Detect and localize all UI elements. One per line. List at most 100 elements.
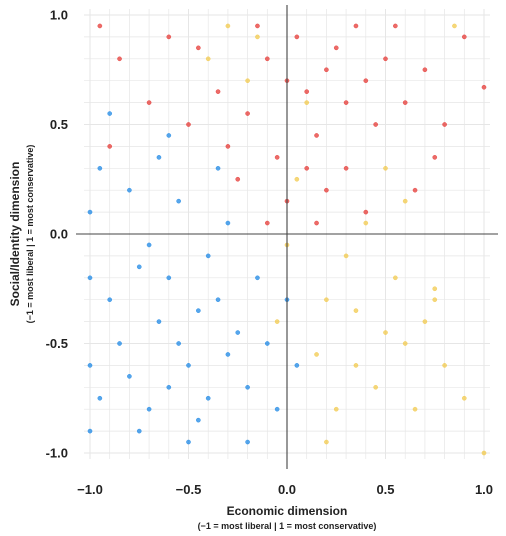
data-point [432, 286, 438, 292]
data-point [87, 363, 93, 368]
data-point [245, 439, 250, 445]
data-point [97, 23, 103, 29]
data-point [333, 45, 339, 51]
data-point [294, 363, 300, 368]
y-tick-label: 1.0 [50, 8, 68, 23]
data-point [412, 406, 418, 412]
y-tick-label: 0.5 [50, 117, 68, 132]
data-point [393, 275, 398, 281]
x-tick-label: 0.0 [278, 482, 296, 497]
data-point [363, 78, 369, 83]
data-point [333, 406, 339, 412]
data-point [402, 100, 408, 105]
x-tick-label: 0.5 [376, 482, 394, 497]
data-point [146, 242, 152, 248]
data-point [343, 165, 349, 171]
data-point [166, 133, 172, 138]
y-tick-label: -0.5 [46, 336, 68, 351]
data-point [264, 341, 270, 346]
x-axis-ticks: −1.0 −0.5 0.0 0.5 1.0 [77, 482, 493, 497]
x-tick-label: 1.0 [475, 482, 493, 497]
data-point [264, 220, 270, 226]
data-point [432, 297, 438, 303]
data-point [353, 23, 359, 29]
data-point [136, 264, 142, 270]
data-point [452, 23, 457, 29]
data-point [225, 144, 231, 149]
data-point [274, 319, 280, 324]
data-point [353, 308, 359, 313]
data-point [117, 341, 122, 346]
data-point [97, 395, 103, 401]
data-point [196, 45, 201, 51]
data-point [156, 155, 162, 160]
data-point [422, 319, 428, 324]
data-point [127, 374, 132, 379]
data-point [186, 363, 191, 368]
data-point [274, 406, 280, 412]
y-axis-ticks: 1.0 0.5 0.0 -0.5 -1.0 [46, 8, 68, 461]
data-point [255, 23, 260, 29]
data-point [412, 187, 418, 193]
data-point [294, 34, 300, 40]
data-point [225, 352, 231, 357]
data-point [373, 122, 378, 127]
data-point [245, 78, 250, 83]
data-point [225, 23, 231, 29]
data-point [176, 341, 181, 346]
data-point [196, 417, 201, 423]
data-point [186, 122, 191, 127]
data-point [383, 56, 388, 62]
data-point [245, 111, 250, 116]
data-point [461, 34, 467, 40]
data-point [461, 395, 467, 401]
data-point [97, 165, 103, 171]
data-point [196, 308, 201, 313]
data-point [117, 56, 122, 62]
data-point [87, 275, 93, 281]
data-point [324, 439, 329, 445]
data-point [314, 220, 319, 226]
data-point [324, 67, 329, 73]
data-point [432, 155, 438, 160]
data-point [383, 165, 388, 171]
data-point [353, 363, 359, 368]
data-point [314, 133, 319, 138]
data-point [127, 187, 132, 193]
data-point [422, 67, 428, 73]
x-tick-label: −0.5 [176, 482, 202, 497]
data-point [304, 89, 310, 94]
data-point [146, 406, 152, 412]
data-point [442, 363, 447, 368]
data-point [107, 297, 112, 303]
data-point [383, 330, 388, 335]
data-point [205, 395, 211, 401]
data-point [402, 341, 408, 346]
data-point [205, 253, 211, 259]
data-point [215, 165, 221, 171]
data-point [235, 176, 241, 182]
data-point [304, 100, 310, 105]
data-point [186, 439, 191, 445]
data-point [245, 384, 250, 390]
data-point [402, 198, 408, 204]
data-point [304, 165, 310, 171]
data-point [136, 428, 142, 434]
zero-lines [76, 5, 498, 469]
data-point [442, 122, 447, 127]
data-point [314, 352, 319, 357]
data-point [87, 428, 93, 434]
data-point [107, 111, 112, 116]
data-point [107, 144, 112, 149]
data-point [87, 209, 93, 215]
x-axis-note: (−1 = most liberal | 1 = most conservati… [198, 521, 377, 531]
data-point [481, 450, 487, 456]
data-point [393, 23, 398, 29]
data-point [274, 155, 280, 160]
points [87, 23, 487, 456]
data-point [255, 275, 260, 281]
data-point [481, 84, 487, 90]
data-point [166, 275, 172, 281]
data-point [176, 198, 181, 204]
